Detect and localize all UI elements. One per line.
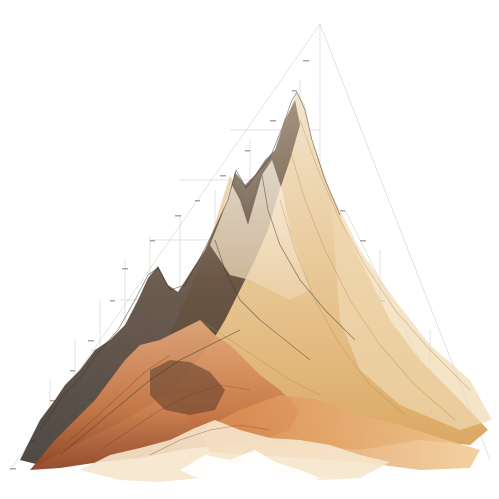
ridge-contours: [39, 91, 356, 456]
annotation-ticks: [10, 60, 385, 470]
right-slope-fade: [330, 190, 492, 430]
snowy-base: [180, 450, 320, 488]
dark-inner-pocket: [150, 360, 225, 415]
front-pale-drifts: [80, 420, 390, 482]
sand-contours: [199, 119, 471, 421]
mid-cream-peaks: [210, 160, 310, 300]
dark-shadow-ridge: [20, 100, 300, 465]
rust-contours: [69, 354, 271, 456]
